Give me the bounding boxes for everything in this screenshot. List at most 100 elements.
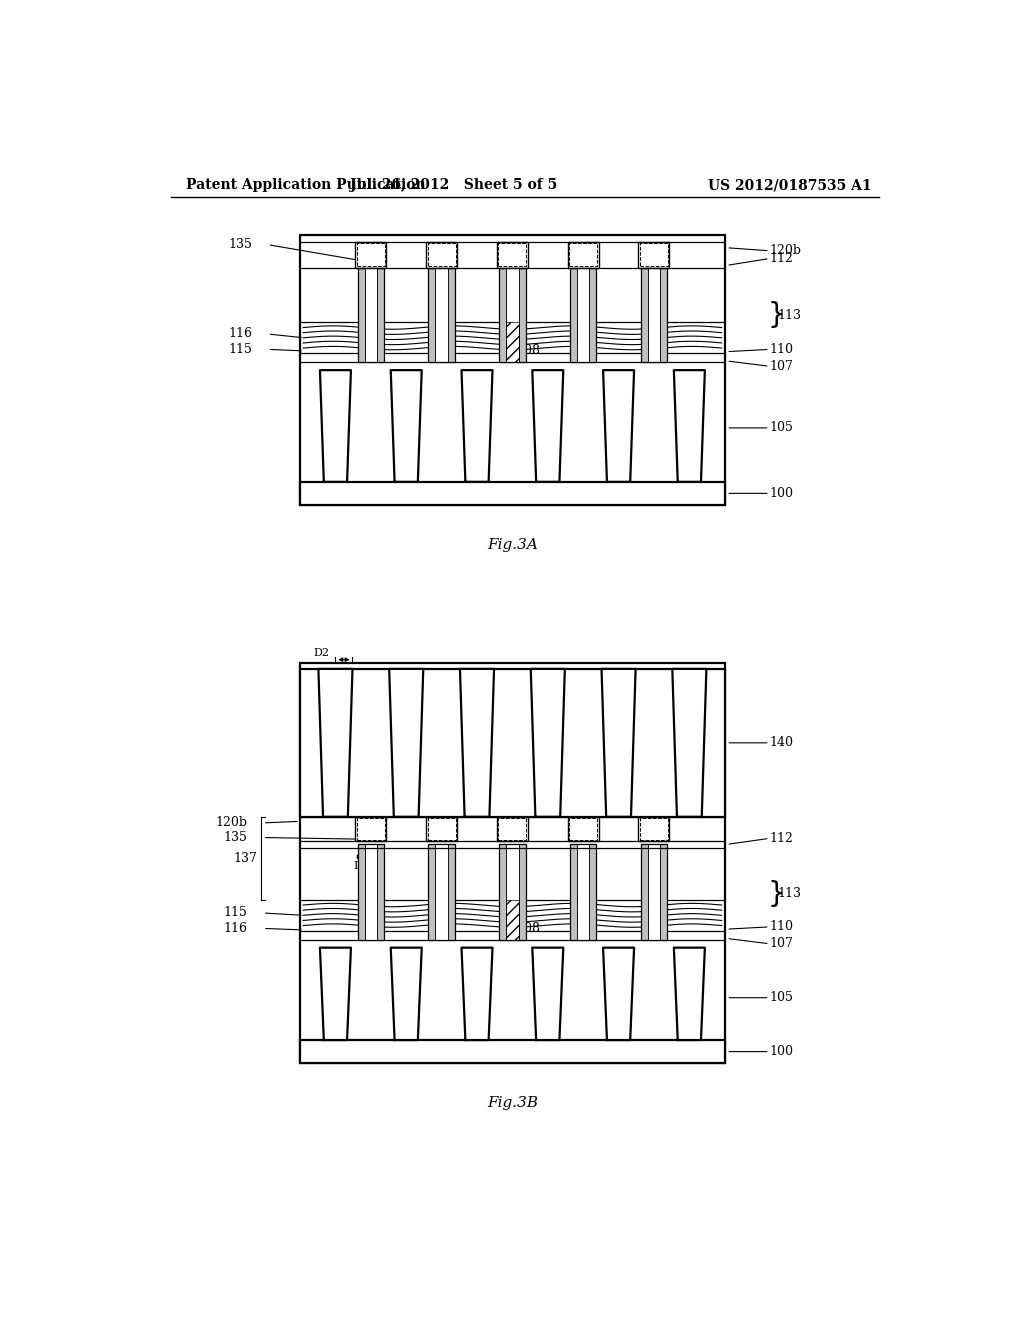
Bar <box>577 845 590 940</box>
Text: 110: 110 <box>770 343 794 356</box>
Bar <box>300 663 725 1063</box>
Polygon shape <box>673 669 707 817</box>
Polygon shape <box>319 948 351 1040</box>
Polygon shape <box>603 948 634 1040</box>
Text: 110: 110 <box>770 920 794 933</box>
Polygon shape <box>674 370 705 482</box>
Bar <box>639 817 670 841</box>
Text: 120b: 120b <box>215 816 248 829</box>
Text: Fig.3A: Fig.3A <box>487 539 538 552</box>
Bar <box>426 817 457 841</box>
Bar <box>357 268 365 363</box>
Text: 140: 140 <box>770 737 794 750</box>
Bar <box>577 268 590 363</box>
Text: 113: 113 <box>777 887 802 900</box>
Bar <box>428 845 455 940</box>
Bar <box>506 322 518 363</box>
Bar <box>300 482 725 506</box>
Bar <box>355 242 386 268</box>
Bar <box>506 900 518 940</box>
Text: 105: 105 <box>770 991 794 1005</box>
Polygon shape <box>319 370 351 482</box>
Text: 137: 137 <box>233 851 257 865</box>
Text: 116: 116 <box>223 921 248 935</box>
Bar <box>500 268 525 363</box>
Bar <box>518 268 525 363</box>
Bar <box>641 845 668 940</box>
Bar <box>500 268 506 363</box>
Text: 112: 112 <box>770 832 794 845</box>
Bar <box>300 669 725 817</box>
Bar <box>447 845 455 940</box>
Bar <box>428 243 456 267</box>
Bar <box>569 243 597 267</box>
Bar <box>648 268 660 363</box>
Text: 115: 115 <box>228 343 252 356</box>
Polygon shape <box>530 669 565 817</box>
Text: D1: D1 <box>353 862 369 871</box>
Text: 100: 100 <box>770 487 794 500</box>
Text: 135: 135 <box>228 238 252 251</box>
Bar <box>567 242 599 268</box>
Text: 100: 100 <box>770 1045 794 1059</box>
Bar <box>648 845 660 940</box>
Bar <box>365 845 377 940</box>
Text: 105: 105 <box>770 421 794 434</box>
Polygon shape <box>391 948 422 1040</box>
Bar <box>640 243 668 267</box>
Bar <box>499 243 526 267</box>
Bar <box>590 268 596 363</box>
Text: }: } <box>767 879 785 908</box>
Text: Jul. 26, 2012   Sheet 5 of 5: Jul. 26, 2012 Sheet 5 of 5 <box>350 178 557 193</box>
Bar <box>428 268 435 363</box>
Bar <box>641 268 668 363</box>
Text: Patent Application Publication: Patent Application Publication <box>186 178 426 193</box>
Bar <box>570 845 596 940</box>
Bar <box>355 817 386 841</box>
Bar <box>567 817 599 841</box>
Polygon shape <box>462 370 493 482</box>
Bar <box>570 268 596 363</box>
Bar <box>377 845 384 940</box>
Text: 115: 115 <box>223 907 248 920</box>
Polygon shape <box>532 948 563 1040</box>
Polygon shape <box>601 669 636 817</box>
Text: 113: 113 <box>777 309 802 322</box>
Bar <box>435 845 447 940</box>
Bar <box>500 845 506 940</box>
Text: 108: 108 <box>516 345 541 358</box>
Polygon shape <box>462 948 493 1040</box>
Bar <box>570 845 577 940</box>
Bar <box>357 243 385 267</box>
Bar <box>428 845 435 940</box>
Polygon shape <box>674 948 705 1040</box>
Bar <box>428 818 456 840</box>
Bar <box>447 268 455 363</box>
Bar <box>497 817 528 841</box>
Bar <box>506 845 518 940</box>
Text: 116: 116 <box>228 327 252 341</box>
Text: 107: 107 <box>770 937 794 950</box>
Polygon shape <box>460 669 494 817</box>
Bar <box>499 818 526 840</box>
Bar <box>357 268 384 363</box>
Bar <box>500 845 525 940</box>
Bar <box>377 268 384 363</box>
Bar <box>640 818 668 840</box>
Polygon shape <box>318 669 352 817</box>
Bar <box>365 268 377 363</box>
Text: 135: 135 <box>223 832 248 843</box>
Bar <box>569 818 597 840</box>
Polygon shape <box>532 370 563 482</box>
Text: 112: 112 <box>770 252 794 265</box>
Bar <box>300 235 725 506</box>
Bar <box>426 242 457 268</box>
Bar <box>641 268 648 363</box>
Text: 120b: 120b <box>770 244 802 257</box>
Bar <box>497 242 528 268</box>
Bar <box>428 268 455 363</box>
Bar <box>590 845 596 940</box>
Text: 107: 107 <box>770 360 794 372</box>
Bar <box>518 845 525 940</box>
Bar <box>641 845 648 940</box>
